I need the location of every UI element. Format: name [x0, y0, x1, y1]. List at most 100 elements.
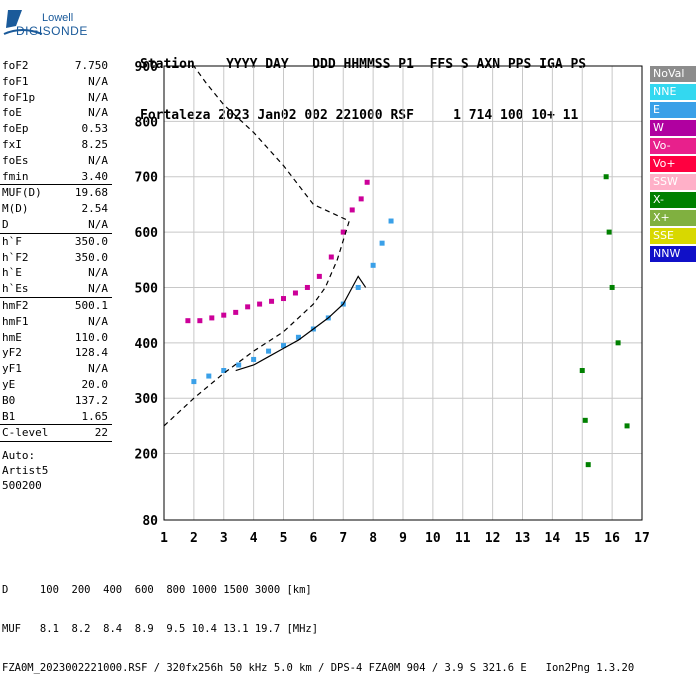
param-value: 350.0: [74, 234, 108, 248]
param-row: foEp 0.53: [0, 121, 112, 137]
data-point: [266, 348, 272, 354]
header-values: Fortaleza 2023 Jan02 002 221000 RSF 1 71…: [140, 108, 579, 123]
param-label: M(D): [2, 202, 29, 216]
param-value: N/A: [88, 266, 108, 280]
data-point: [624, 423, 630, 429]
x-tick-label: 7: [339, 531, 347, 546]
data-point: [603, 174, 609, 180]
legend-item: X+: [650, 210, 696, 226]
data-point: [579, 368, 585, 374]
data-point: [606, 229, 612, 235]
x-tick-label: 6: [309, 531, 317, 546]
param-row: foE N/A: [0, 105, 112, 121]
legend-item: Vo-: [650, 138, 696, 154]
x-tick-label: 2: [190, 531, 198, 546]
param-value: 1.65: [81, 409, 109, 423]
param-value: N/A: [88, 217, 108, 231]
legend-item: W: [650, 120, 696, 136]
param-label: foF1p: [2, 90, 36, 104]
param-row: B1 1.65: [0, 409, 112, 425]
param-label: B1: [2, 409, 16, 423]
data-point: [582, 417, 588, 423]
legend-item: NNE: [650, 84, 696, 100]
data-point: [316, 273, 322, 279]
data-point: [221, 312, 227, 318]
data-point: [281, 343, 286, 349]
data-point: [206, 373, 212, 379]
legend-item: E: [650, 102, 696, 118]
param-label: foF1: [2, 74, 29, 88]
param-label: fmin: [2, 169, 29, 183]
x-tick-label: 17: [634, 531, 650, 546]
data-point: [269, 298, 275, 304]
autoscale-line: 500200: [2, 479, 42, 493]
legend: NoVal NNE E W Vo- Vo+ SSW X- X+ SSE NNW: [650, 66, 696, 264]
param-label: h`E: [2, 266, 22, 280]
param-row: h`F 350.0: [0, 232, 112, 250]
x-tick-label: 4: [250, 531, 258, 546]
data-point: [245, 304, 251, 310]
param-row: foEs N/A: [0, 153, 112, 169]
param-value: N/A: [88, 282, 108, 296]
data-point: [233, 309, 239, 315]
x-tick-label: 15: [574, 531, 590, 546]
x-tick-label: 12: [485, 531, 501, 546]
param-value: N/A: [88, 90, 108, 104]
param-value: 110.0: [74, 330, 108, 344]
logo-swoosh-icon: [3, 10, 43, 35]
footer-file-info: FZA0M_2023002221000.RSF / 320fx256h 50 k…: [2, 662, 635, 674]
param-value: N/A: [88, 106, 108, 120]
data-point: [615, 340, 621, 346]
data-point: [304, 284, 310, 290]
plot-frame: [163, 65, 643, 521]
x-tick-label: 9: [399, 531, 407, 546]
x-tick-label: 5: [280, 531, 288, 546]
data-point: [209, 315, 215, 321]
x-tick-label: 10: [425, 531, 441, 546]
autoscale-line: Artist5: [2, 464, 49, 478]
parameter-panel: foF2 7.750 foF1 N/A foF1p N/A foE N/A foEp 0.53 fx…: [0, 58, 112, 493]
param-row: foF1p N/A: [0, 90, 112, 106]
param-label: hmE: [2, 330, 22, 344]
x-tick-label: 11: [455, 531, 471, 546]
param-row: foF1 N/A: [0, 74, 112, 90]
x-tick-label: 13: [515, 531, 531, 546]
data-point: [257, 301, 263, 307]
y-tick-label: 400: [135, 337, 159, 352]
y-tick-label: 800: [135, 115, 159, 130]
data-point: [388, 218, 394, 224]
param-value: N/A: [88, 362, 108, 376]
data-point: [281, 296, 286, 302]
param-label: yF1: [2, 362, 22, 376]
param-value: 8.25: [81, 137, 109, 151]
param-label: hmF2: [2, 298, 29, 312]
param-row: foF2 7.750: [0, 58, 112, 74]
param-row: hmF1 N/A: [0, 314, 112, 330]
y-tick-label: 900: [135, 60, 159, 75]
y-tick-label: 200: [135, 448, 159, 463]
data-point: [340, 229, 346, 235]
param-value: 137.2: [74, 393, 108, 407]
param-row: hmF2 500.1: [0, 296, 112, 314]
param-label: h`F2: [2, 250, 29, 264]
legend-item: Vo+: [650, 156, 696, 172]
logo-line2: DIGISONDE: [16, 24, 88, 38]
param-label: C-level: [2, 426, 49, 440]
param-value: 19.68: [74, 186, 108, 200]
data-point: [197, 318, 203, 324]
param-label: h`F: [2, 234, 22, 248]
param-value: 500.1: [74, 298, 108, 312]
data-point: [236, 362, 242, 368]
x-tick-label: 8: [369, 531, 377, 546]
param-label: foEp: [2, 122, 29, 136]
data-point: [609, 284, 615, 290]
legend-item: X-: [650, 192, 696, 208]
param-label: hmF1: [2, 314, 29, 328]
param-label: h`Es: [2, 282, 29, 296]
x-tick-label: 1: [160, 531, 168, 546]
data-point: [349, 207, 355, 213]
param-value: N/A: [88, 153, 108, 167]
y-tick-label: 600: [135, 226, 159, 241]
param-label: yF2: [2, 346, 22, 360]
trace-line: [163, 65, 350, 427]
